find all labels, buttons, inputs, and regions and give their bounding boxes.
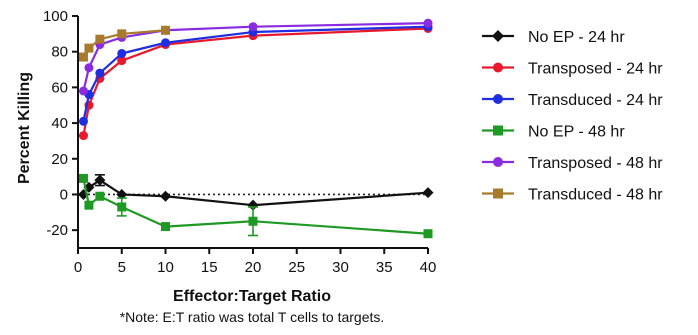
data-point: [248, 22, 258, 32]
x-tick-label: 30: [332, 259, 349, 276]
y-tick-label: 40: [51, 115, 68, 132]
data-point: [84, 43, 94, 53]
data-point: [95, 68, 105, 78]
axes: -20 0 20 40 60 80 100 0 5 10 15 20 25 30 35 40: [43, 8, 436, 276]
x-tick-label: 25: [288, 259, 305, 276]
series-line: [82, 178, 429, 207]
legend-swatch-marker: [493, 94, 503, 104]
data-point: [161, 25, 170, 35]
x-tick-label: 40: [420, 259, 437, 276]
series-2: [78, 23, 433, 141]
x-tick-label: 10: [157, 259, 174, 276]
data-point: [160, 190, 171, 202]
data-point: [117, 202, 127, 212]
legend-item-6: Transduced - 48 hr: [482, 187, 663, 204]
x-tick-label: 15: [201, 259, 218, 276]
y-tick-label: 0: [60, 186, 68, 203]
legend-swatch-marker: [493, 157, 503, 167]
legend-label: No EP - 24 hr: [528, 29, 625, 46]
data-point: [248, 216, 258, 226]
data-point: [423, 18, 433, 28]
x-tick-label: 0: [74, 259, 82, 276]
series-4: [78, 173, 433, 239]
y-tick-label: -20: [46, 222, 68, 239]
y-tick-label: 80: [51, 44, 68, 61]
series-1: [77, 174, 434, 211]
legend-label: Transduced - 48 hr: [528, 187, 663, 204]
x-tick-label: 20: [245, 259, 262, 276]
data-point: [247, 199, 259, 211]
data-point: [95, 191, 105, 201]
data-point: [117, 48, 127, 58]
legend-swatch-marker: [493, 62, 503, 73]
legend-swatch-marker: [492, 30, 504, 42]
legend: No EP - 24 hr Transposed - 24 hr Transduce…: [482, 29, 663, 204]
data-point: [78, 131, 88, 141]
data-point: [78, 86, 88, 96]
legend-swatch-marker: [493, 125, 503, 136]
data-point: [84, 200, 94, 210]
x-tick-label: 5: [118, 259, 126, 276]
data-point: [78, 173, 88, 183]
data-point: [161, 222, 170, 232]
data-point: [422, 187, 434, 199]
data-point: [94, 174, 106, 186]
footnote: *Note: E:T ratio was total T cells to ta…: [120, 309, 385, 325]
legend-label: Transposed - 48 hr: [528, 155, 663, 172]
x-axis-title: Effector:Target Ratio: [173, 288, 331, 305]
series-line: [82, 27, 429, 136]
legend-item-4: No EP - 48 hr: [482, 124, 625, 141]
legend-swatch-marker: [493, 188, 503, 199]
legend-item-1: No EP - 24 hr: [482, 29, 625, 46]
x-tick-label: 35: [376, 259, 393, 276]
legend-item-5: Transposed - 48 hr: [482, 155, 663, 172]
y-tick-label: 100: [43, 8, 68, 25]
data-point: [161, 38, 170, 48]
y-axis-title: Percent Killing: [16, 72, 33, 184]
series-layer: [77, 18, 434, 239]
legend-item-2: Transposed - 24 hr: [482, 61, 663, 78]
legend-label: Transposed - 24 hr: [528, 61, 663, 78]
series-line: [82, 25, 429, 122]
legend-label: Transduced - 24 hr: [528, 92, 663, 109]
data-point: [84, 63, 94, 73]
y-tick-label: 20: [51, 151, 68, 168]
data-point: [78, 52, 88, 62]
data-point: [423, 229, 433, 239]
series-6: [78, 25, 170, 62]
legend-item-3: Transduced - 24 hr: [482, 92, 663, 109]
data-point: [117, 29, 127, 39]
data-point: [95, 34, 105, 44]
data-point: [78, 116, 88, 126]
data-point: [116, 188, 128, 200]
legend-label: No EP - 48 hr: [528, 124, 625, 141]
y-tick-label: 60: [51, 79, 68, 96]
data-point: [117, 56, 127, 66]
